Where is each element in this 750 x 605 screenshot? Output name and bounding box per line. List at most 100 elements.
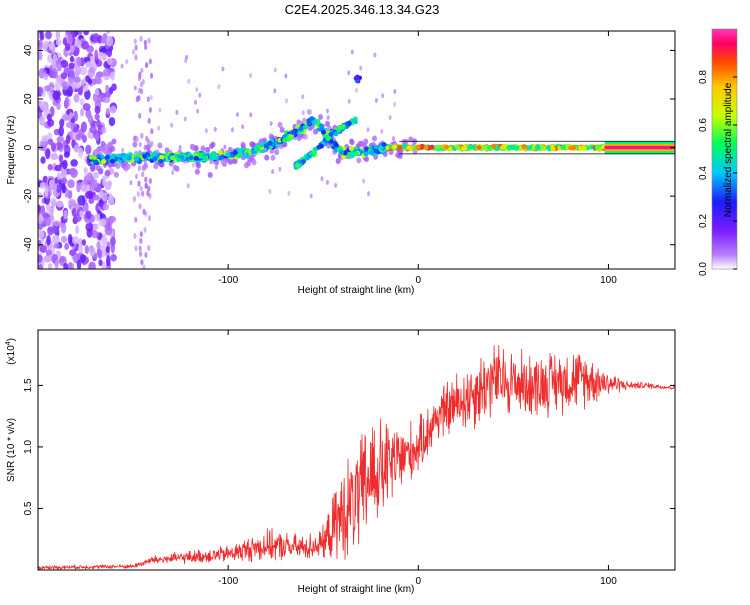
- noise-speck: [41, 135, 49, 142]
- noise-speck: [150, 128, 154, 135]
- noise-speck: [38, 50, 43, 61]
- snr-y-axis-label: SNR (10 * v/v): [6, 418, 17, 482]
- noise-speck: [148, 107, 152, 114]
- spectrogram-frame: [37, 30, 676, 270]
- noise-speck: [79, 108, 85, 117]
- ridge-cell: [232, 150, 238, 156]
- noise-speck: [56, 136, 65, 143]
- snr-series-line: [38, 344, 675, 570]
- noise-speck: [138, 112, 142, 119]
- noise-speck: [62, 37, 68, 46]
- ridge-halo: [306, 109, 312, 116]
- noise-speck: [157, 125, 161, 131]
- ridge-cell: [443, 144, 449, 150]
- noise-speck: [38, 86, 44, 95]
- ridge-cell: [225, 152, 231, 158]
- noise-speck: [107, 57, 113, 66]
- noise-speck: [147, 37, 151, 44]
- noise-speck: [362, 178, 366, 184]
- noise-speck: [73, 76, 81, 83]
- noise-speck: [84, 244, 90, 255]
- ridge-halo: [401, 138, 407, 145]
- ridge-cell: [363, 151, 369, 157]
- noise-speck: [81, 40, 89, 50]
- noise-speck: [271, 169, 275, 175]
- noise-speck: [38, 230, 45, 239]
- y-tick-label: 0.5: [23, 501, 34, 515]
- ridge-halo: [408, 136, 414, 143]
- noise-speck: [101, 261, 106, 269]
- noise-speck: [269, 121, 273, 127]
- ridge-halo: [250, 141, 256, 148]
- noise-speck: [82, 85, 89, 92]
- noise-speck: [97, 248, 103, 260]
- noise-speck: [79, 254, 86, 264]
- ridge-halo: [107, 161, 113, 168]
- noise-speck: [134, 44, 138, 51]
- noise-speck: [109, 236, 116, 247]
- noise-speck: [108, 215, 117, 223]
- noise-speck: [144, 183, 148, 190]
- ridge-halo: [264, 154, 270, 161]
- noise-speck: [105, 84, 110, 93]
- noise-speck: [110, 71, 116, 81]
- noise-speck: [77, 147, 84, 159]
- noise-speck: [139, 36, 143, 43]
- noise-speck: [97, 92, 102, 104]
- ridge-halo: [196, 162, 202, 169]
- noise-speck: [223, 144, 227, 150]
- ridge-cell: [110, 158, 116, 164]
- ridge-halo: [209, 143, 215, 150]
- ridge-cell: [406, 145, 412, 151]
- noise-speck: [39, 181, 46, 190]
- noise-speck: [380, 128, 384, 134]
- ridge-cell: [521, 144, 527, 149]
- noise-speck: [138, 245, 142, 252]
- noise-speck: [53, 220, 61, 227]
- noise-speck: [60, 222, 67, 234]
- ridge-halo: [207, 171, 213, 178]
- noise-speck: [77, 244, 83, 255]
- noise-speck: [76, 181, 81, 193]
- noise-speck: [79, 210, 84, 218]
- ridge-cell: [550, 146, 556, 152]
- noise-speck: [85, 144, 92, 155]
- ridge-cell: [202, 155, 208, 161]
- noise-speck: [45, 148, 51, 160]
- noise-speck: [88, 261, 96, 269]
- noise-speck: [135, 136, 139, 143]
- noise-speck: [55, 142, 63, 151]
- noise-speck: [56, 201, 64, 208]
- snr-panel: -100 0 100 0.5 1.0 1.5 Height of straight li…: [5, 329, 676, 595]
- snr-x-ticks: -100 0 100: [218, 330, 617, 587]
- noise-speck: [249, 112, 253, 118]
- noise-speck: [87, 67, 96, 78]
- ridge-cell: [104, 154, 111, 160]
- ridge-cell: [288, 133, 294, 139]
- colorbar-tick-label: 0.0: [698, 262, 709, 276]
- noise-speck: [40, 156, 46, 164]
- noise-speck: [134, 245, 138, 252]
- noise-speck: [82, 134, 87, 143]
- noise-speck: [47, 207, 54, 215]
- ridge-cell: [401, 144, 408, 149]
- ridge-cell: [581, 146, 587, 152]
- ridge-cell: [188, 155, 194, 161]
- noise-speck: [45, 67, 51, 75]
- noise-speck: [52, 53, 58, 62]
- noise-speck: [73, 93, 80, 103]
- ridge-halo: [277, 121, 283, 128]
- noise-speck: [64, 242, 70, 251]
- branch-cell: [337, 125, 343, 130]
- noise-speck: [55, 31, 61, 41]
- noise-speck: [38, 254, 43, 263]
- x-tick-label: 0: [416, 576, 422, 587]
- noise-speck: [309, 193, 313, 199]
- noise-speck: [43, 216, 51, 227]
- noise-speck: [334, 182, 338, 188]
- x-tick-label: 100: [600, 275, 617, 286]
- ridge-halo: [193, 145, 199, 152]
- ridge-cell: [378, 145, 384, 150]
- noise-speck: [98, 259, 103, 267]
